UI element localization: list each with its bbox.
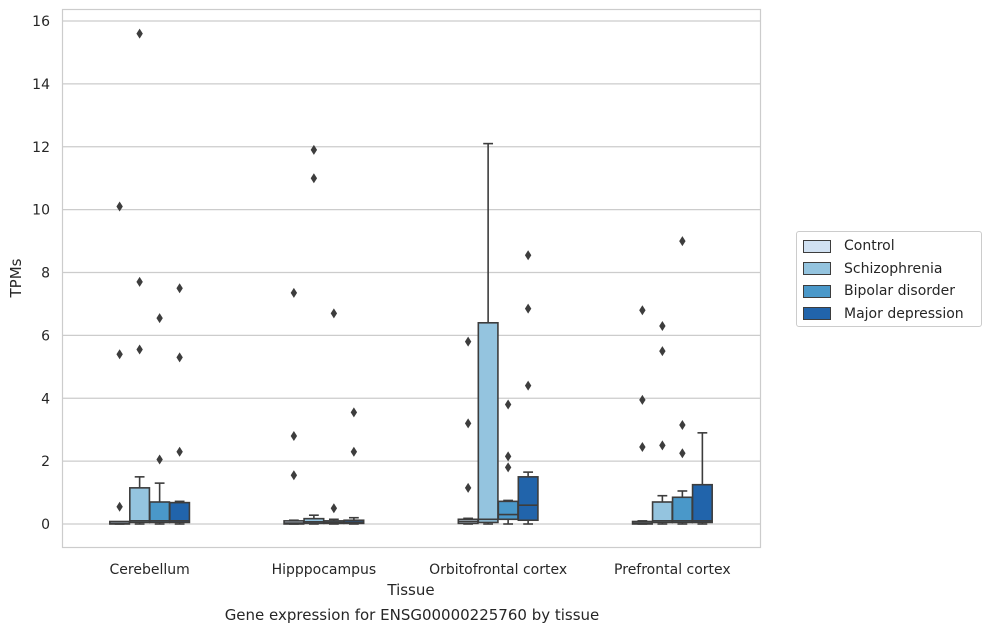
outlier-point (639, 305, 646, 316)
legend-swatch (803, 239, 831, 253)
outlier-point (156, 454, 163, 465)
box (169, 283, 191, 525)
box-body (497, 500, 519, 521)
box-body (691, 483, 713, 524)
box-body (477, 321, 499, 524)
outlier-point (330, 308, 338, 319)
outlier-point (679, 419, 686, 430)
box (497, 399, 519, 525)
y-tick-label: 12 (32, 140, 50, 156)
box-body (517, 476, 539, 522)
box (303, 144, 325, 525)
y-tick-labels: 0 2 4 6 8 10 12 14 16 (32, 14, 50, 533)
chart-caption: Gene expression for ENSG00000225760 by t… (224, 606, 600, 624)
outlier-point (679, 236, 686, 247)
y-tick-label: 10 (32, 203, 50, 219)
box (477, 142, 499, 525)
legend-item: Bipolar disorder (803, 281, 955, 301)
legend-swatch (803, 307, 831, 320)
outlier-point (310, 173, 318, 184)
x-axis-label: Tissue (386, 581, 434, 599)
legend-item: Major depression (803, 304, 964, 324)
y-tick-label: 2 (41, 454, 50, 470)
outlier-point (290, 287, 298, 298)
outlier-point (524, 303, 532, 314)
outlier-point (639, 441, 646, 452)
outlier-point (136, 28, 143, 39)
legend-label: Schizophrenia (844, 260, 943, 277)
outlier-point (290, 470, 298, 481)
outlier-point (290, 430, 298, 441)
outlier-point (464, 336, 472, 347)
outlier-point (310, 144, 318, 155)
outlier-point (330, 503, 338, 514)
y-axis-label: TPMs (7, 258, 25, 298)
plot-area (61, 8, 762, 549)
box (651, 320, 673, 525)
outlier-point (350, 407, 358, 418)
x-tick-label: Hipppocampus (272, 562, 377, 578)
outlier-point (659, 320, 666, 331)
x-tick-label: Orbitofrontal cortex (429, 562, 567, 578)
series-major-depression (169, 250, 713, 525)
outlier-point (176, 446, 183, 457)
series-bipolar-disorder (149, 236, 693, 525)
outlier-point (116, 501, 123, 512)
box-body (169, 501, 191, 524)
outlier-point (504, 451, 512, 462)
x-tick-label: Cerebellum (110, 562, 190, 578)
x-tick-label: Prefrontal cortex (614, 562, 731, 578)
outlier-point (504, 462, 512, 473)
legend-item: Schizophrenia (803, 259, 942, 279)
box-body (671, 496, 693, 524)
box (671, 236, 693, 525)
y-tick-label: 6 (41, 328, 50, 344)
y-tick-label: 14 (32, 77, 50, 93)
box (323, 308, 345, 525)
legend-label: Control (844, 238, 895, 254)
box-body (651, 501, 673, 524)
box (343, 407, 365, 525)
outlier-point (679, 448, 686, 459)
series-schizophrenia (129, 28, 673, 525)
outlier-point (659, 346, 666, 357)
outlier-point (464, 482, 472, 493)
box (457, 336, 479, 525)
outlier-point (504, 399, 512, 410)
legend-label: Major depression (844, 305, 964, 322)
box (517, 250, 539, 525)
box-series (109, 28, 713, 525)
box-body (129, 487, 151, 524)
box (691, 432, 713, 525)
box (109, 201, 131, 525)
box (283, 287, 305, 525)
outlier-point (176, 352, 183, 363)
series-control (109, 201, 653, 525)
outlier-point (524, 250, 532, 261)
outlier-point (116, 201, 123, 212)
outlier-point (116, 349, 123, 360)
outlier-point (136, 276, 143, 287)
outlier-point (176, 283, 183, 294)
outlier-point (350, 446, 358, 457)
y-tick-label: 8 (41, 266, 50, 282)
legend-swatch (803, 284, 831, 298)
box-body (149, 501, 171, 524)
x-tick-labels: Cerebellum Hipppocampus Orbitofrontal cort… (110, 562, 731, 578)
outlier-point (136, 344, 143, 355)
legend-swatch (803, 262, 831, 275)
outlier-point (156, 313, 163, 324)
y-tick-label: 4 (41, 391, 50, 407)
outlier-point (464, 418, 472, 429)
y-tick-label: 0 (41, 517, 50, 533)
legend: Control Schizophrenia Bipolar disorder Majo… (796, 231, 982, 327)
outlier-point (659, 440, 666, 451)
y-tick-label: 16 (32, 14, 50, 30)
legend-item: Control (803, 236, 895, 256)
legend-label: Bipolar disorder (844, 283, 956, 299)
outlier-point (524, 380, 532, 391)
outlier-point (639, 394, 646, 405)
